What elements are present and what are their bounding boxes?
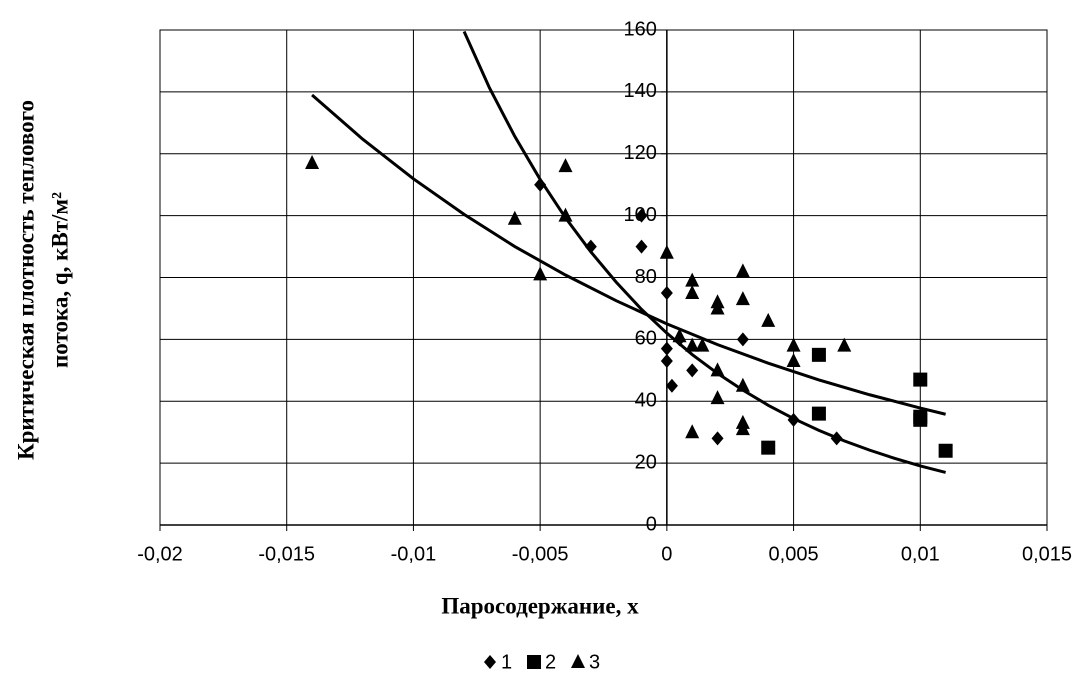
point xyxy=(635,239,648,254)
point xyxy=(686,363,699,378)
point xyxy=(913,372,928,387)
x-tick-label: 0,015 xyxy=(1022,543,1072,565)
point xyxy=(584,239,597,254)
point xyxy=(711,431,724,446)
point xyxy=(685,272,700,287)
y-tick-label: 60 xyxy=(635,328,657,350)
point xyxy=(635,208,648,223)
point xyxy=(913,412,928,427)
point xyxy=(534,177,547,192)
point xyxy=(761,440,776,455)
x-tick-label: 0,01 xyxy=(901,543,940,565)
point xyxy=(830,431,843,446)
point xyxy=(685,337,700,352)
point xyxy=(811,406,826,421)
point xyxy=(735,421,750,436)
point xyxy=(787,412,800,427)
legend-marker xyxy=(571,654,585,668)
point xyxy=(710,300,725,315)
y-tick-label: 20 xyxy=(635,451,657,473)
legend-marker xyxy=(527,655,541,669)
point xyxy=(660,354,673,369)
point xyxy=(558,207,573,222)
point xyxy=(761,312,776,327)
y-axis-label: Критическая плотность теплового xyxy=(13,100,38,460)
point xyxy=(837,337,852,352)
point xyxy=(938,443,953,458)
y-tick-label: 80 xyxy=(635,266,657,288)
point xyxy=(735,291,750,306)
x-tick-label: 0,005 xyxy=(769,543,819,565)
point xyxy=(710,362,725,377)
y-tick-label: 160 xyxy=(623,18,656,40)
point xyxy=(659,244,674,259)
point xyxy=(660,341,673,356)
point xyxy=(685,284,700,299)
x-tick-label: -0,02 xyxy=(137,543,183,565)
x-tick-label: -0,005 xyxy=(512,543,569,565)
point xyxy=(533,266,548,281)
trendline xyxy=(311,93,946,416)
point xyxy=(685,424,700,439)
y-tick-label: 40 xyxy=(635,390,657,412)
point xyxy=(735,263,750,278)
y-tick-label: 120 xyxy=(623,142,656,164)
x-tick-label: -0,015 xyxy=(258,543,315,565)
point xyxy=(665,378,678,393)
point xyxy=(736,332,749,347)
point xyxy=(558,158,573,173)
legend-label: 1 xyxy=(501,651,512,673)
x-tick-label: -0,01 xyxy=(391,543,437,565)
point xyxy=(695,337,710,352)
x-tick-label: 0 xyxy=(661,543,672,565)
legend-label: 2 xyxy=(545,651,556,673)
y-axis-label: потока, q, кВт/м² xyxy=(47,192,72,368)
legend-label: 3 xyxy=(589,651,600,673)
point xyxy=(305,155,320,170)
point xyxy=(811,347,826,362)
point xyxy=(735,377,750,392)
legend-marker xyxy=(484,655,496,669)
y-tick-label: 140 xyxy=(623,80,656,102)
point xyxy=(660,285,673,300)
point xyxy=(710,390,725,405)
point xyxy=(672,328,687,343)
point xyxy=(786,353,801,368)
point xyxy=(507,210,522,225)
point xyxy=(786,337,801,352)
x-axis-label: Паросодержание, x xyxy=(441,593,639,618)
